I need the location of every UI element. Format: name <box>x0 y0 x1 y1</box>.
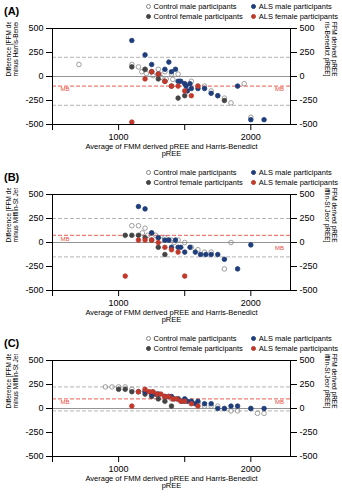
svg-text:Difference [FFM derived pREEmi: Difference [FFM derived pREEminus Miffli… <box>323 354 338 409</box>
svg-text:Average of FMM derived pREE an: Average of FMM derived pREE and Harris-B… <box>85 308 258 325</box>
svg-text:2000: 2000 <box>241 132 261 142</box>
svg-text:250: 250 <box>300 213 315 223</box>
svg-text:-500: -500 <box>300 451 318 461</box>
svg-text:500: 500 <box>28 189 43 199</box>
html-text:Control male participants: Control male participants <box>153 333 237 343</box>
svg-text:-500: -500 <box>25 119 43 129</box>
html-text:ALS male participants: ALS male participants <box>258 1 332 11</box>
html-text:(C): (C) <box>4 337 20 349</box>
svg-text:-500: -500 <box>25 451 43 461</box>
svg-text:Difference [FFM derived pREEmi: Difference [FFM derived pREEminus Harris… <box>5 22 20 77</box>
svg-text:Average of FMM derived pREE an: Average of FMM derived pREE and Harris-B… <box>85 474 258 491</box>
html-text:ALS male participants: ALS male participants <box>258 333 332 343</box>
svg-text:MB: MB <box>275 86 284 92</box>
svg-text:-250: -250 <box>25 261 43 271</box>
svg-text:-500: -500 <box>300 285 318 295</box>
svg-text:250: 250 <box>300 379 315 389</box>
svg-text:Difference [FFM derived pREEmi: Difference [FFM derived pREEminus Miffli… <box>5 354 20 409</box>
svg-text:500: 500 <box>300 23 315 33</box>
svg-text:500: 500 <box>28 355 43 365</box>
svg-text:-250: -250 <box>300 261 318 271</box>
html-text:ALS female participants: ALS female participants <box>258 177 338 187</box>
svg-text:Difference [FFM derived pREEmi: Difference [FFM derived pREEminus Miffli… <box>323 188 338 243</box>
svg-text:0: 0 <box>300 403 305 413</box>
svg-text:MB: MB <box>60 399 69 405</box>
svg-text:0: 0 <box>38 237 43 247</box>
svg-text:-250: -250 <box>25 95 43 105</box>
svg-text:Difference [FFM derived pREEmi: Difference [FFM derived pREEminus Miffli… <box>5 188 20 243</box>
html-text:(B): (B) <box>4 171 20 183</box>
svg-text:Average of FMM derived pREE an: Average of FMM derived pREE and Harris-B… <box>85 142 258 159</box>
html-text:ALS female participants: ALS female participants <box>258 343 338 353</box>
svg-text:-250: -250 <box>300 95 318 105</box>
svg-text:MB: MB <box>275 399 284 405</box>
svg-text:2000: 2000 <box>241 298 261 308</box>
svg-text:-250: -250 <box>25 427 43 437</box>
svg-text:-250: -250 <box>300 427 318 437</box>
html-text:Control male participants: Control male participants <box>153 1 237 11</box>
svg-text:250: 250 <box>28 47 43 57</box>
svg-text:500: 500 <box>300 189 315 199</box>
svg-text:Difference [FFM derived pREEmi: Difference [FFM derived pREEminus Harris… <box>323 22 338 77</box>
svg-text:250: 250 <box>300 47 315 57</box>
svg-text:500: 500 <box>28 23 43 33</box>
svg-text:MB: MB <box>60 86 69 92</box>
svg-text:1000: 1000 <box>109 132 129 142</box>
svg-text:-500: -500 <box>25 285 43 295</box>
svg-text:1000: 1000 <box>109 298 129 308</box>
html-text:(A): (A) <box>4 5 20 17</box>
html-text:Control female participants: Control female participants <box>153 11 243 21</box>
html-text:Control male participants: Control male participants <box>153 167 237 177</box>
svg-text:2000: 2000 <box>241 464 261 474</box>
html-text:ALS male participants: ALS male participants <box>258 167 332 177</box>
svg-text:0: 0 <box>38 403 43 413</box>
svg-text:0: 0 <box>300 71 305 81</box>
svg-text:0: 0 <box>300 237 305 247</box>
svg-text:-500: -500 <box>300 119 318 129</box>
svg-text:MB: MB <box>275 245 284 251</box>
svg-text:0: 0 <box>38 71 43 81</box>
svg-text:250: 250 <box>28 213 43 223</box>
html-text:Control female participants: Control female participants <box>153 177 243 187</box>
html-text:ALS female participants: ALS female participants <box>258 11 338 21</box>
svg-text:1000: 1000 <box>109 464 129 474</box>
html-text:Control female participants: Control female participants <box>153 343 243 353</box>
svg-text:250: 250 <box>28 379 43 389</box>
svg-text:500: 500 <box>300 355 315 365</box>
svg-text:MB: MB <box>60 236 69 242</box>
